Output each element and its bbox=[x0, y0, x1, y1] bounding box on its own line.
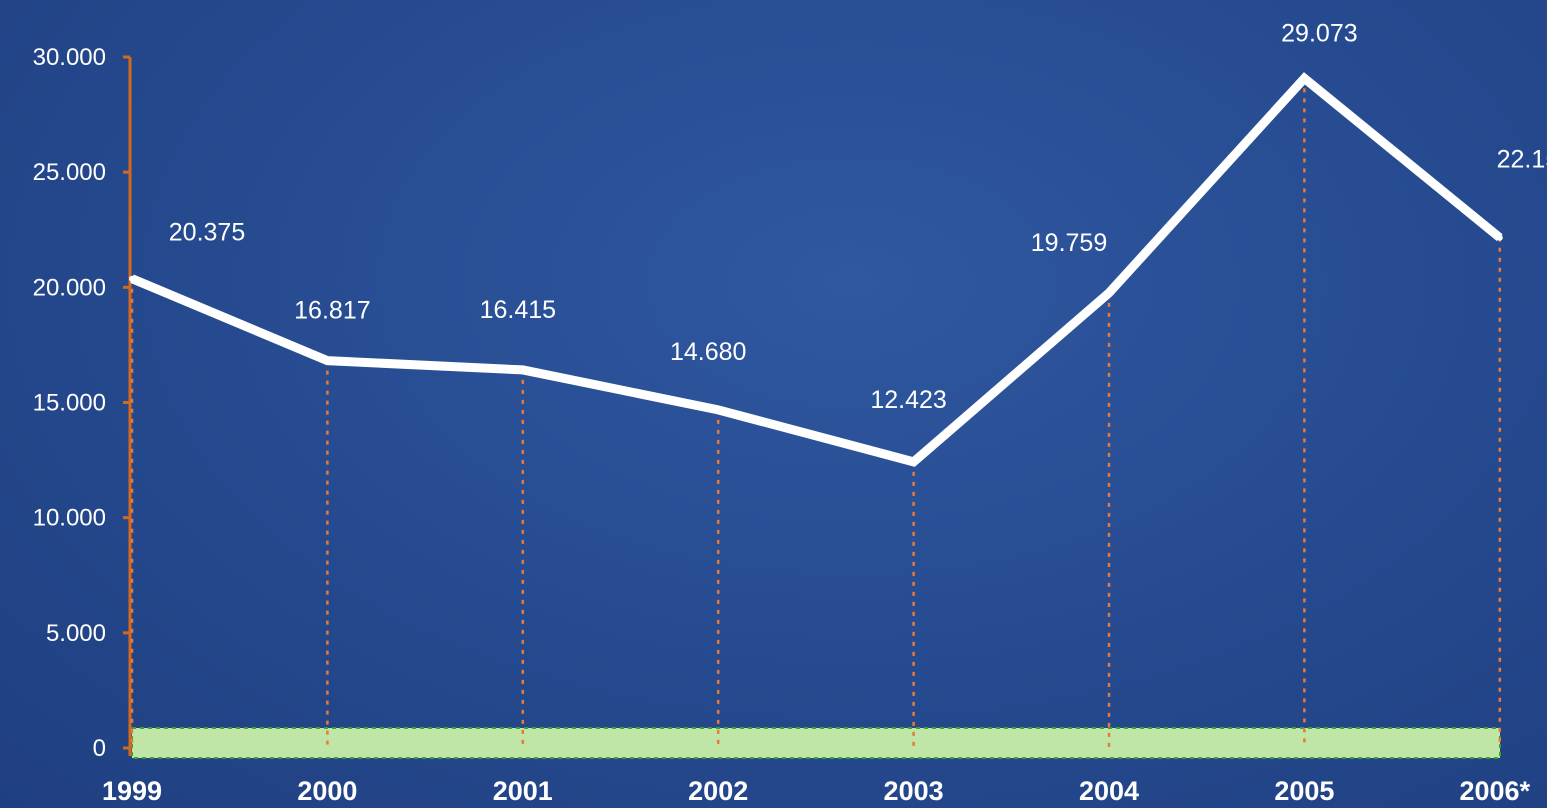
data-point bbox=[910, 458, 917, 465]
data-point bbox=[1106, 289, 1112, 296]
data-label: 14.680 bbox=[670, 338, 746, 366]
data-point bbox=[1301, 75, 1308, 82]
data-point bbox=[1496, 234, 1503, 241]
y-tick-label: 10.000 bbox=[33, 505, 106, 532]
data-label: 29.073 bbox=[1281, 19, 1357, 47]
series-line bbox=[130, 72, 1503, 467]
x-tick-label: 2002 bbox=[688, 776, 748, 806]
x-tick-label: 2004 bbox=[1079, 776, 1139, 806]
y-tick-label: 0 bbox=[93, 735, 106, 762]
x-tick-label: 1999 bbox=[102, 776, 162, 806]
data-label: 20.375 bbox=[169, 219, 245, 247]
data-label: 19.759 bbox=[1031, 229, 1107, 257]
data-point bbox=[715, 406, 722, 413]
y-tick-label: 30.000 bbox=[33, 44, 106, 71]
data-label: 12.423 bbox=[870, 386, 946, 414]
data-point bbox=[129, 275, 135, 282]
y-tick-label: 5.000 bbox=[46, 620, 106, 647]
data-point bbox=[324, 357, 331, 364]
y-tick-label: 20.000 bbox=[33, 274, 106, 301]
y-tick-label: 25.000 bbox=[33, 159, 106, 186]
data-point bbox=[519, 366, 526, 373]
x-tick-label: 2006* bbox=[1460, 776, 1531, 806]
x-tick-label: 2000 bbox=[297, 776, 357, 806]
y-tick-label: 15.000 bbox=[33, 390, 106, 417]
x-tick-label: 2005 bbox=[1274, 776, 1334, 806]
data-label: 16.415 bbox=[480, 296, 556, 324]
x-tick-label: 2001 bbox=[493, 776, 553, 806]
x-tick-label: 2003 bbox=[884, 776, 944, 806]
data-label: 22.155 bbox=[1497, 146, 1547, 174]
baseline-band bbox=[131, 727, 1501, 759]
data-label: 16.817 bbox=[294, 297, 370, 325]
